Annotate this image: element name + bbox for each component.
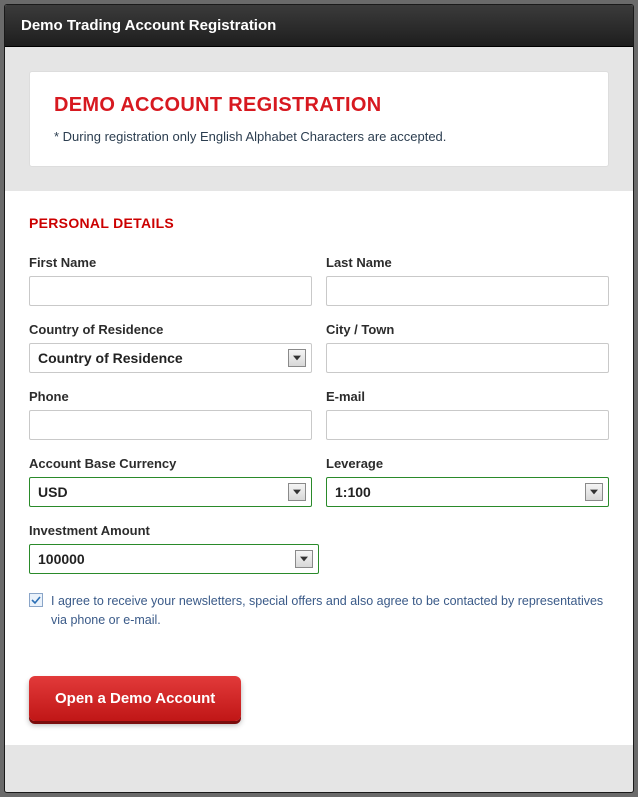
email-input[interactable] <box>326 410 609 440</box>
field-last-name: Last Name <box>326 255 609 306</box>
chevron-down-icon <box>585 483 603 501</box>
header-title: DEMO ACCOUNT REGISTRATION <box>54 94 584 117</box>
first-name-input[interactable] <box>29 276 312 306</box>
consent-checkbox[interactable] <box>29 593 43 607</box>
consent-text: I agree to receive your newsletters, spe… <box>51 592 609 630</box>
label-email: E-mail <box>326 389 609 404</box>
label-first-name: First Name <box>29 255 312 270</box>
chevron-down-icon <box>288 483 306 501</box>
header-section: DEMO ACCOUNT REGISTRATION * During regis… <box>5 47 633 191</box>
field-currency: Account Base Currency USD <box>29 456 312 507</box>
window-title: Demo Trading Account Registration <box>21 17 276 34</box>
registration-window: Demo Trading Account Registration DEMO A… <box>4 4 634 793</box>
window-titlebar: Demo Trading Account Registration <box>5 5 633 47</box>
currency-select[interactable]: USD <box>29 477 312 507</box>
consent-row: I agree to receive your newsletters, spe… <box>29 592 609 630</box>
field-phone: Phone <box>29 389 312 440</box>
field-leverage: Leverage 1:100 <box>326 456 609 507</box>
currency-selected: USD <box>38 484 288 500</box>
field-email: E-mail <box>326 389 609 440</box>
city-input[interactable] <box>326 343 609 373</box>
label-leverage: Leverage <box>326 456 609 471</box>
label-currency: Account Base Currency <box>29 456 312 471</box>
field-city: City / Town <box>326 322 609 373</box>
header-note: * During registration only English Alpha… <box>54 129 584 144</box>
investment-selected: 100000 <box>38 551 295 567</box>
label-country: Country of Residence <box>29 322 312 337</box>
field-investment: Investment Amount 100000 <box>29 523 319 574</box>
footer: Open a Demo Account <box>5 664 633 745</box>
country-select[interactable]: Country of Residence <box>29 343 312 373</box>
chevron-down-icon <box>295 550 313 568</box>
field-country: Country of Residence Country of Residenc… <box>29 322 312 373</box>
label-investment: Investment Amount <box>29 523 319 538</box>
field-first-name: First Name <box>29 255 312 306</box>
investment-select[interactable]: 100000 <box>29 544 319 574</box>
phone-input[interactable] <box>29 410 312 440</box>
leverage-selected: 1:100 <box>335 484 585 500</box>
last-name-input[interactable] <box>326 276 609 306</box>
chevron-down-icon <box>288 349 306 367</box>
label-city: City / Town <box>326 322 609 337</box>
label-last-name: Last Name <box>326 255 609 270</box>
header-box: DEMO ACCOUNT REGISTRATION * During regis… <box>29 71 609 167</box>
label-phone: Phone <box>29 389 312 404</box>
open-demo-account-button[interactable]: Open a Demo Account <box>29 676 241 721</box>
section-title-personal: PERSONAL DETAILS <box>29 215 609 231</box>
leverage-select[interactable]: 1:100 <box>326 477 609 507</box>
country-selected: Country of Residence <box>38 350 288 366</box>
form-section: PERSONAL DETAILS First Name Last Name Co… <box>5 191 633 664</box>
